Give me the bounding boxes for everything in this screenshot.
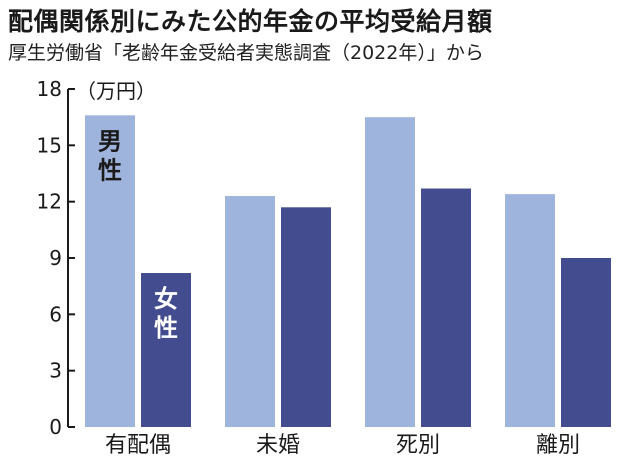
- y-tick-label: 18: [37, 77, 62, 101]
- bar-有配偶-男性: [85, 115, 135, 428]
- chart-title: 配偶関係別にみた公的年金の平均受給月額: [8, 7, 493, 36]
- x-tick-label: 未婚: [256, 433, 300, 458]
- legend-label-女性: 性: [154, 314, 178, 342]
- chart-subtitle: 厚生労働省「老齢年金受給者実態調査（2022年）」から: [8, 42, 484, 64]
- y-tick-label: 0: [49, 415, 62, 439]
- x-tick-label: 死別: [396, 433, 440, 458]
- y-tick-label: 6: [49, 302, 62, 326]
- bar-離別-男性: [505, 194, 555, 427]
- legend-label-男性: 性: [98, 156, 122, 184]
- x-tick-label: 離別: [536, 433, 580, 458]
- bar-死別-男性: [365, 117, 415, 428]
- y-tick-label: 3: [49, 359, 62, 383]
- bar-有配偶-女性: [141, 273, 191, 427]
- y-tick-label: 15: [37, 133, 62, 157]
- legend-label-男性: 男: [98, 127, 122, 155]
- y-tick-label: 12: [37, 190, 62, 214]
- bar-離別-女性: [561, 258, 611, 427]
- bar-死別-女性: [421, 188, 471, 427]
- x-tick-label: 有配偶: [105, 433, 171, 458]
- y-axis-unit-label: （万円）: [76, 79, 156, 103]
- bar-未婚-女性: [281, 207, 331, 427]
- y-tick-label: 9: [49, 246, 62, 270]
- legend-label-女性: 女: [154, 285, 178, 313]
- bar-未婚-男性: [225, 196, 275, 427]
